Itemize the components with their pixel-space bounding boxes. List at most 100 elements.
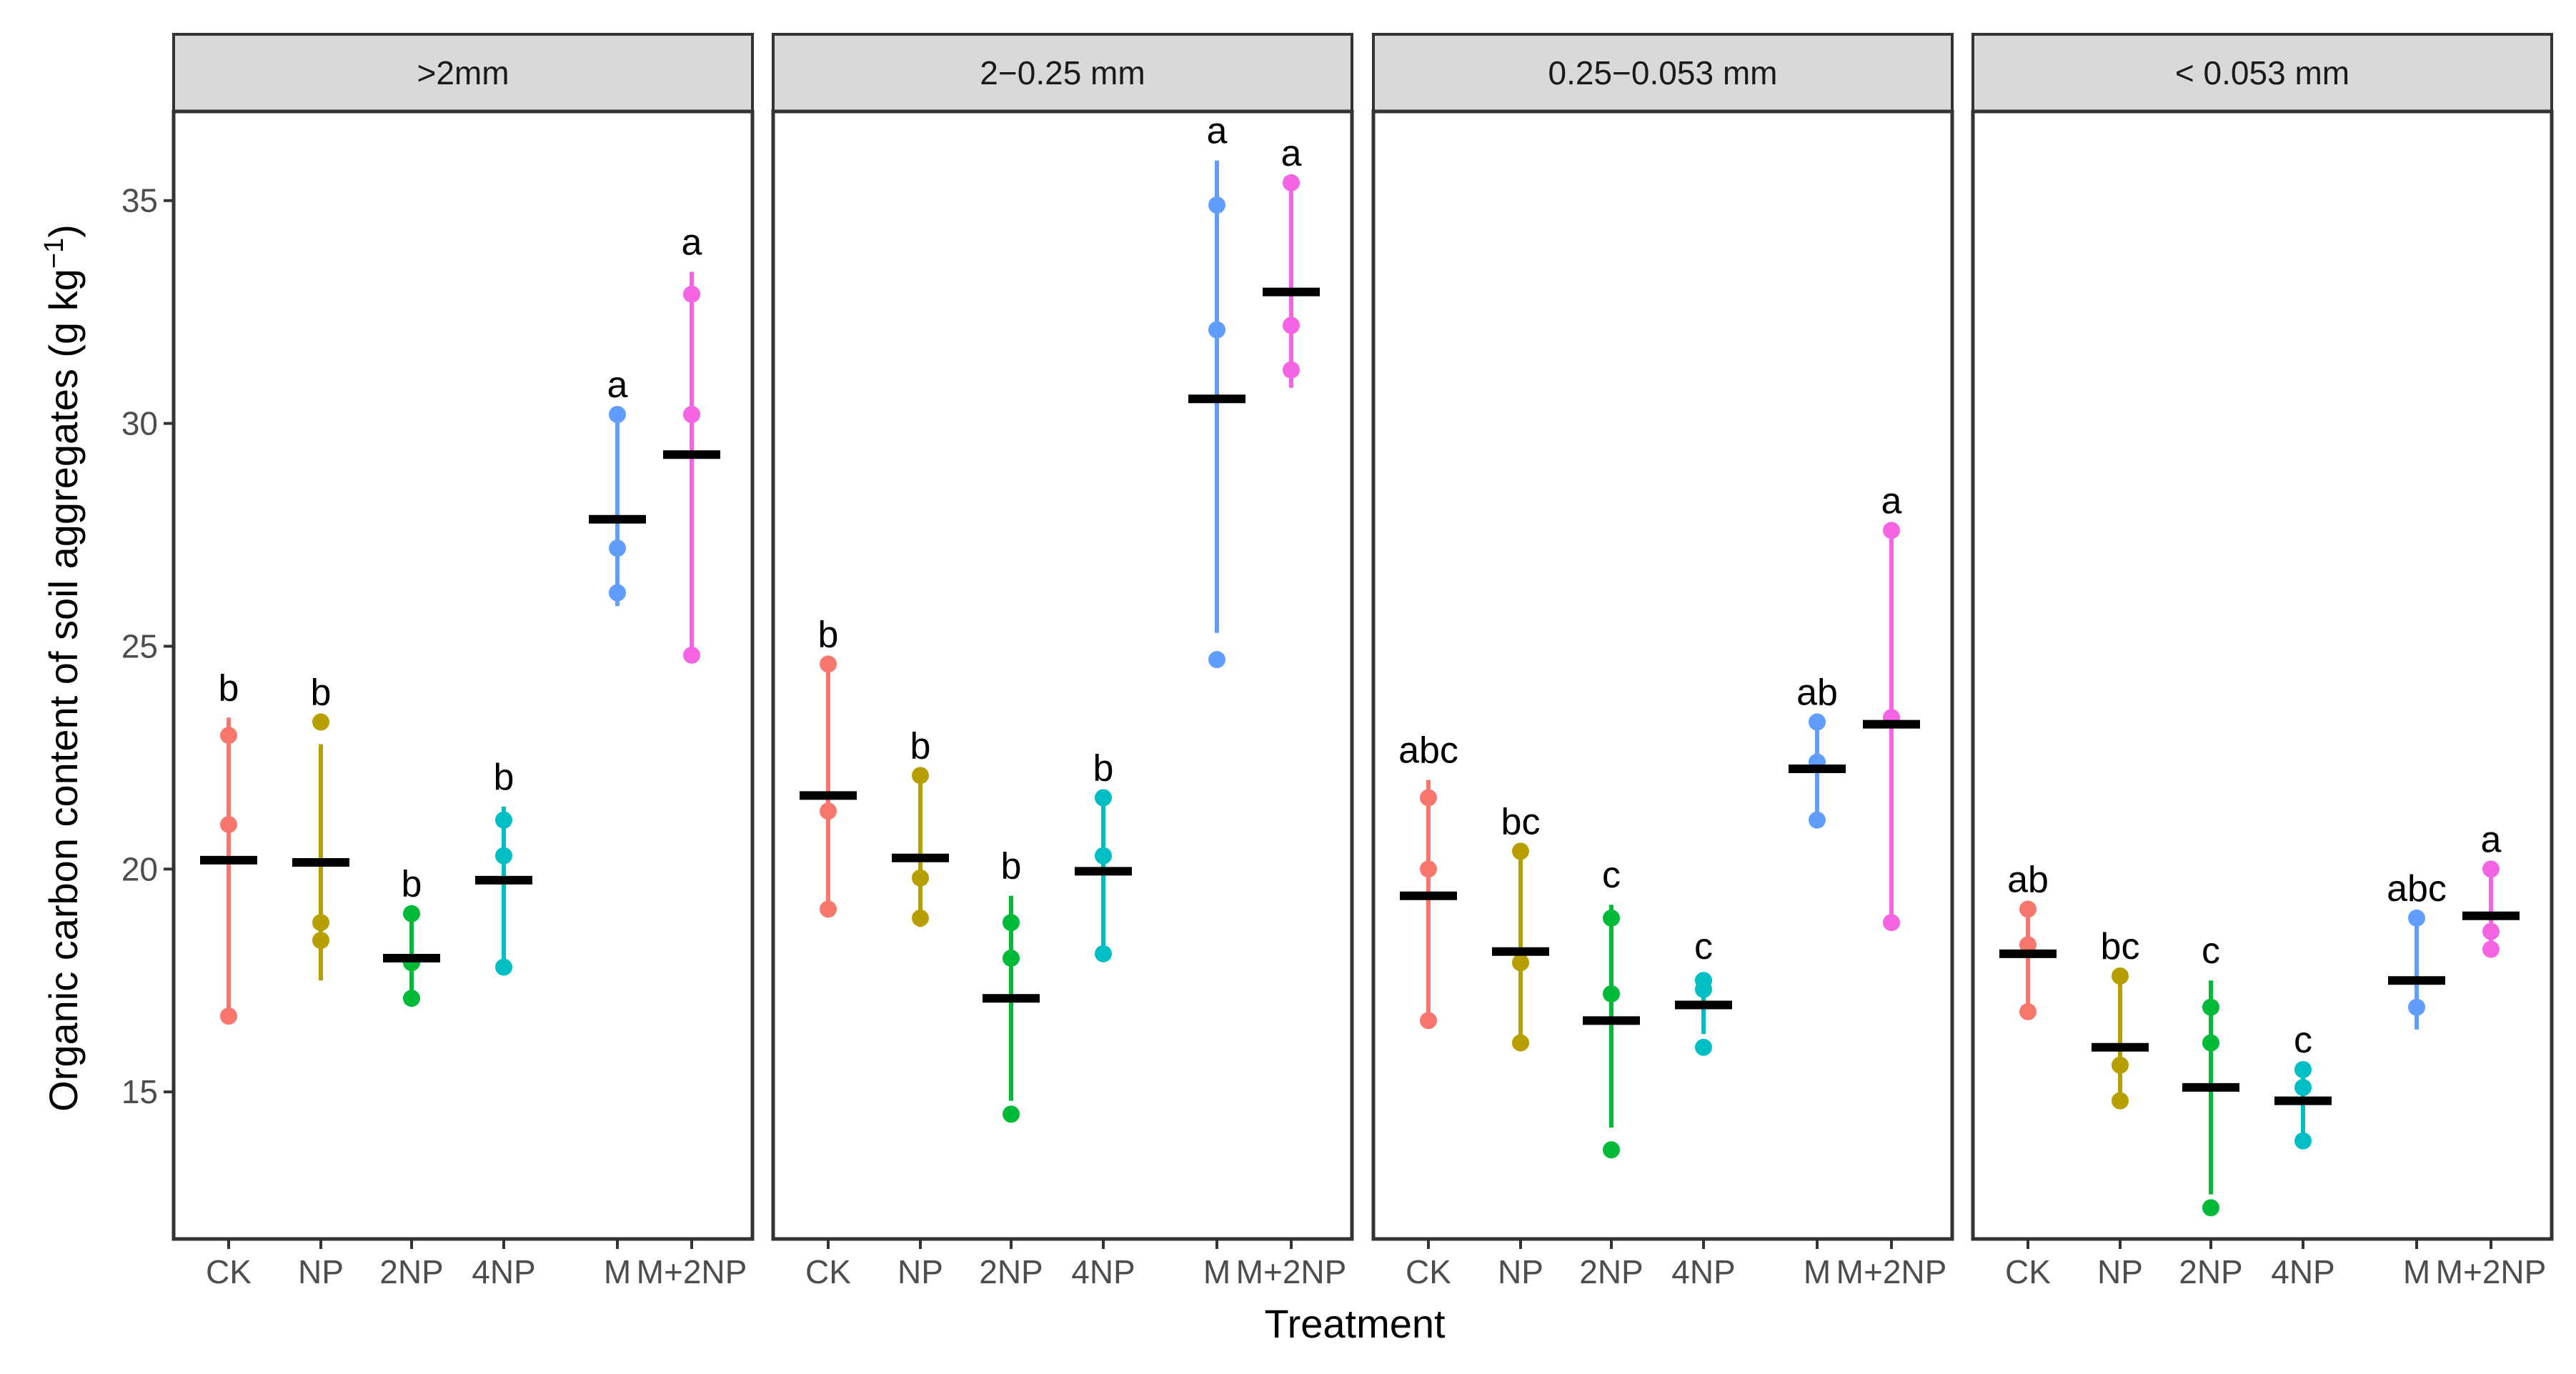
data-point	[312, 914, 329, 932]
significance-letter: c	[2202, 930, 2220, 972]
significance-letter: b	[818, 614, 839, 655]
significance-letter: abc	[1398, 730, 1458, 772]
data-point	[2112, 1056, 2129, 1074]
data-point	[683, 646, 700, 664]
data-point	[2482, 922, 2500, 940]
data-point	[312, 713, 329, 731]
group-2np: b 2NP	[979, 846, 1043, 1290]
x-tick-label: 4NP	[2271, 1253, 2334, 1290]
x-tick-label: M	[604, 1253, 631, 1290]
data-point	[1883, 522, 1900, 539]
data-point	[2019, 900, 2037, 918]
facet-panel-3: 0.25−0.053 mm abc CK bc NP c 2NP c 4NP ab Ma M+2NP	[1371, 33, 1954, 1290]
data-point	[2202, 1199, 2219, 1217]
data-point	[1420, 860, 1437, 878]
group-m: aM	[589, 364, 646, 1290]
y-tick-label: 25	[121, 627, 158, 664]
x-tick-label: CK	[805, 1253, 851, 1290]
data-point	[1283, 361, 1300, 379]
data-point	[1512, 1034, 1529, 1052]
significance-letter: b	[910, 725, 931, 767]
data-point	[1208, 321, 1225, 339]
x-tick-label: M+2NP	[2436, 1253, 2547, 1290]
y-tick-label: 15	[121, 1073, 158, 1110]
data-point	[495, 847, 512, 865]
x-tick-label: 2NP	[2179, 1253, 2242, 1290]
data-point	[683, 285, 700, 303]
data-point	[2408, 909, 2425, 927]
group-ck: ab CK	[1999, 859, 2057, 1290]
data-point	[1095, 945, 1112, 962]
data-point	[2019, 1002, 2037, 1020]
x-tick-label: CK	[2005, 1253, 2051, 1290]
data-point	[2294, 1132, 2312, 1150]
data-point	[912, 869, 929, 887]
data-point	[2112, 1092, 2129, 1110]
x-tick-label: NP	[1498, 1253, 1543, 1290]
group-m: abc M	[2387, 868, 2447, 1290]
group-2np: c 2NP	[2179, 930, 2242, 1290]
x-tick-label: 2NP	[379, 1253, 443, 1290]
data-point	[820, 802, 837, 820]
significance-letter: c	[1602, 855, 1621, 896]
y-tick-label: 30	[121, 405, 158, 442]
y-axis-title: Organic carbon content of soil aggregate…	[39, 224, 86, 1112]
y-tick-label: 20	[121, 850, 158, 887]
significance-letter: c	[2294, 1020, 2312, 1061]
data-point	[1003, 914, 1020, 932]
data-point	[2112, 967, 2129, 985]
group-4np: b 4NP	[1071, 748, 1135, 1290]
x-tick-label: M+2NP	[1836, 1253, 1947, 1290]
data-point	[1603, 909, 1620, 927]
data-point	[609, 539, 626, 557]
x-tick-label: 4NP	[1671, 1253, 1735, 1290]
strip-label: 2−0.25 mm	[980, 54, 1145, 91]
data-point	[2482, 860, 2500, 878]
data-point	[2202, 1034, 2219, 1052]
x-axis-title: Treatment	[1264, 1301, 1446, 1346]
data-point	[1095, 847, 1112, 865]
x-tick-label: 4NP	[1071, 1253, 1135, 1290]
x-tick-label: M+2NP	[637, 1253, 747, 1290]
group-ck: b CK	[200, 667, 257, 1290]
significance-letter: bc	[1501, 801, 1541, 842]
data-point	[2294, 1060, 2312, 1078]
data-point	[1512, 842, 1529, 860]
panel-border	[771, 109, 1354, 1241]
group-np: b NP	[292, 672, 349, 1290]
data-point	[1809, 811, 1826, 829]
data-point	[1095, 789, 1112, 807]
group-4np: c 4NP	[2271, 1020, 2334, 1290]
facet-panel-4: < 0.053 mm ab CK bc NP c 2NP c 4NP abc Ma M+2NP	[1971, 33, 2554, 1290]
data-point	[403, 990, 420, 1007]
data-point	[1420, 789, 1437, 807]
x-tick-label: 2NP	[1579, 1253, 1643, 1290]
data-point	[1883, 914, 1900, 932]
group-mplus2np: a M+2NP	[2436, 819, 2547, 1290]
significance-letter: b	[1093, 748, 1114, 790]
x-tick-label: M+2NP	[1236, 1253, 1347, 1290]
significance-letter: a	[1281, 133, 1302, 174]
data-point	[1420, 1012, 1437, 1030]
x-tick-label: NP	[298, 1253, 344, 1290]
significance-letter: b	[402, 864, 422, 905]
data-point	[312, 932, 329, 950]
group-mplus2np: a M+2NP	[637, 222, 747, 1290]
significance-letter: a	[1207, 111, 1228, 152]
data-point	[912, 767, 929, 785]
data-point	[1809, 713, 1826, 731]
data-point	[912, 909, 929, 927]
group-mplus2np: a M+2NP	[1836, 480, 1947, 1290]
data-point	[1695, 1038, 1712, 1056]
data-point	[495, 811, 512, 829]
x-tick-label: NP	[897, 1253, 943, 1290]
data-point	[609, 584, 626, 602]
x-tick-label: NP	[2097, 1253, 2143, 1290]
significance-letter: b	[311, 672, 332, 713]
strip-label: 0.25−0.053 mm	[1548, 54, 1778, 91]
significance-letter: b	[494, 757, 514, 798]
group-np: b NP	[892, 725, 949, 1290]
data-point	[220, 1007, 237, 1025]
group-m: ab M	[1789, 672, 1846, 1290]
